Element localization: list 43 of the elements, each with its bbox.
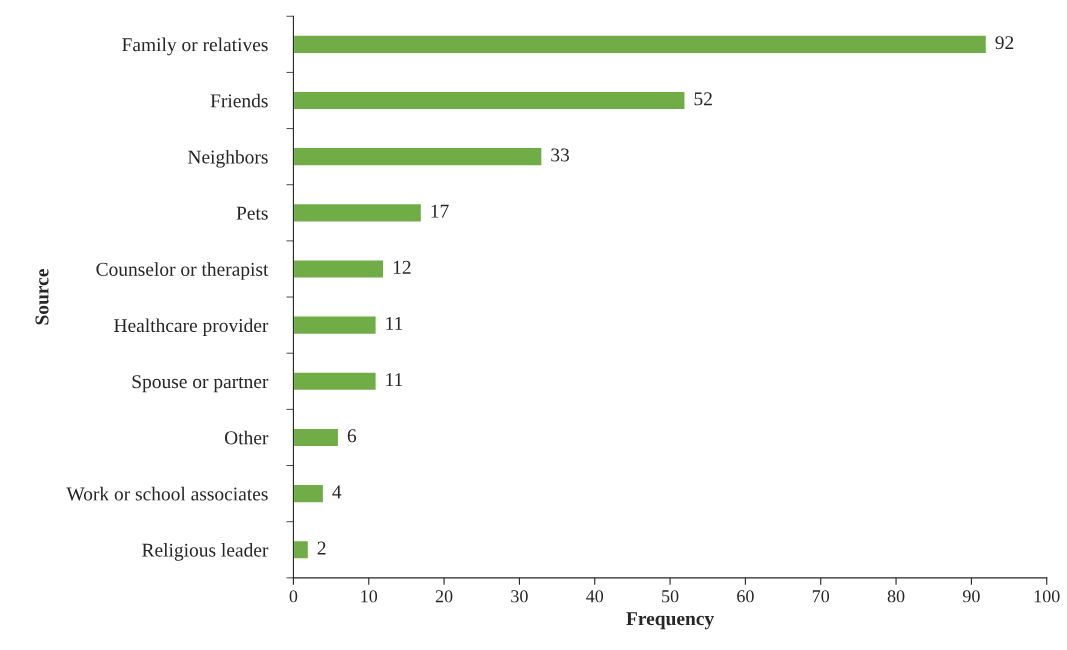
bar: [293, 539, 310, 560]
bar: [293, 371, 377, 392]
bar: [293, 315, 377, 336]
y-tick-label: Neighbors: [187, 149, 268, 168]
y-tick-label: Other: [224, 430, 269, 445]
data-label: 33: [551, 148, 570, 162]
data-label: 17: [431, 204, 449, 218]
bar: [293, 259, 385, 279]
y-tick-label: Spouse or partner: [132, 375, 269, 393]
x-tick-label: 100: [1034, 590, 1060, 603]
y-tick-label: Pets: [236, 206, 268, 220]
x-tick-label: 50: [662, 590, 679, 603]
x-tick-label: 80: [887, 590, 905, 603]
bar: [293, 202, 423, 223]
x-axis-title: Frequency: [626, 612, 714, 630]
y-axis-title: Source: [35, 269, 49, 325]
bar: [293, 90, 686, 111]
bar: [293, 146, 543, 167]
y-tick-label: Friends: [210, 93, 268, 108]
y-tick-label: Counselor or therapist: [96, 262, 269, 280]
y-tick-label: Family or relatives: [122, 37, 268, 56]
data-label: 11: [386, 373, 403, 386]
data-label: 52: [694, 92, 712, 106]
data-label: 6: [347, 429, 357, 443]
y-tick-label: Religious leader: [142, 543, 269, 561]
x-tick-label: 20: [435, 590, 453, 603]
bar: [293, 483, 325, 504]
x-tick-label: 60: [737, 590, 754, 603]
data-label: 92: [995, 36, 1014, 50]
x-tick-label: 30: [511, 590, 528, 603]
x-tick-label: 0: [289, 590, 298, 603]
bar: [293, 427, 340, 448]
x-tick-label: 10: [361, 590, 378, 603]
data-label: 12: [393, 260, 411, 274]
x-tick-label: 70: [812, 590, 830, 603]
data-label: 2: [317, 541, 326, 555]
x-tick-label: 90: [962, 590, 980, 603]
bar: [293, 34, 988, 55]
y-tick-label: Healthcare provider: [114, 318, 269, 337]
x-tick-label: 40: [586, 590, 604, 603]
data-label: 4: [332, 485, 342, 499]
y-tick-label: Work or school associates: [66, 486, 268, 501]
data-label: 11: [386, 316, 403, 330]
